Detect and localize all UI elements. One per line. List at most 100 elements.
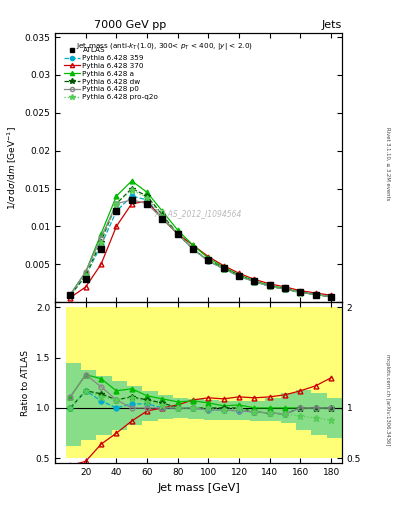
- ATLAS: [237, 272, 241, 279]
- Pythia 6.428 p0: [252, 279, 257, 285]
- Pythia 6.428 pro-q2o: [298, 290, 303, 296]
- Pythia 6.428 359: [83, 272, 88, 279]
- Pythia 6.428 359: [191, 246, 195, 252]
- Pythia 6.428 359: [129, 193, 134, 199]
- Legend: ATLAS, Pythia 6.428 359, Pythia 6.428 370, Pythia 6.428 a, Pythia 6.428 dw, Pyth: ATLAS, Pythia 6.428 359, Pythia 6.428 37…: [61, 45, 160, 102]
- Pythia 6.428 359: [298, 289, 303, 295]
- Pythia 6.428 359: [221, 266, 226, 272]
- Pythia 6.428 p0: [283, 286, 288, 292]
- ATLAS: [314, 291, 318, 297]
- Pythia 6.428 dw: [68, 292, 73, 298]
- Pythia 6.428 a: [206, 255, 211, 261]
- Pythia 6.428 dw: [314, 291, 318, 297]
- Pythia 6.428 a: [114, 193, 119, 199]
- Pythia 6.428 p0: [83, 269, 88, 275]
- Pythia 6.428 a: [221, 264, 226, 270]
- Pythia 6.428 359: [283, 286, 288, 292]
- Pythia 6.428 a: [191, 242, 195, 248]
- Pythia 6.428 pro-q2o: [237, 272, 241, 279]
- Pythia 6.428 370: [252, 276, 257, 283]
- Line: Pythia 6.428 370: Pythia 6.428 370: [68, 199, 334, 300]
- Pythia 6.428 pro-q2o: [160, 214, 165, 220]
- ATLAS: [99, 246, 103, 252]
- Y-axis label: $1/\sigma\,\mathrm{d}\sigma/\mathrm{d}m\;[\mathrm{GeV}^{-1}]$: $1/\sigma\,\mathrm{d}\sigma/\mathrm{d}m\…: [6, 126, 19, 209]
- Pythia 6.428 pro-q2o: [83, 272, 88, 279]
- Y-axis label: Ratio to ATLAS: Ratio to ATLAS: [21, 350, 30, 416]
- Pythia 6.428 pro-q2o: [268, 283, 272, 289]
- Line: Pythia 6.428 pro-q2o: Pythia 6.428 pro-q2o: [67, 187, 334, 300]
- Pythia 6.428 pro-q2o: [221, 266, 226, 272]
- Pythia 6.428 p0: [145, 201, 149, 207]
- Pythia 6.428 pro-q2o: [206, 258, 211, 264]
- Pythia 6.428 359: [252, 279, 257, 285]
- Pythia 6.428 p0: [206, 258, 211, 264]
- Pythia 6.428 dw: [83, 272, 88, 279]
- Pythia 6.428 pro-q2o: [252, 279, 257, 285]
- Pythia 6.428 370: [145, 198, 149, 204]
- ATLAS: [129, 197, 134, 203]
- Pythia 6.428 p0: [221, 266, 226, 272]
- Line: Pythia 6.428 a: Pythia 6.428 a: [68, 179, 334, 299]
- Text: Jet mass (anti-$k_T$(1.0), 300< $p_T$ < 400, $|y|$ < 2.0): Jet mass (anti-$k_T$(1.0), 300< $p_T$ < …: [75, 41, 252, 52]
- Pythia 6.428 370: [68, 294, 73, 301]
- Line: Pythia 6.428 dw: Pythia 6.428 dw: [67, 185, 334, 300]
- Pythia 6.428 359: [268, 283, 272, 289]
- Pythia 6.428 dw: [175, 231, 180, 237]
- Pythia 6.428 pro-q2o: [99, 240, 103, 246]
- Pythia 6.428 pro-q2o: [283, 286, 288, 292]
- Pythia 6.428 359: [145, 197, 149, 203]
- Pythia 6.428 359: [206, 258, 211, 264]
- Pythia 6.428 pro-q2o: [175, 231, 180, 237]
- Pythia 6.428 dw: [298, 289, 303, 295]
- Pythia 6.428 pro-q2o: [329, 294, 334, 300]
- Pythia 6.428 dw: [268, 283, 272, 289]
- Pythia 6.428 dw: [129, 185, 134, 191]
- Pythia 6.428 359: [160, 216, 165, 222]
- Pythia 6.428 a: [68, 291, 73, 297]
- Pythia 6.428 p0: [160, 216, 165, 222]
- ATLAS: [329, 294, 334, 300]
- Pythia 6.428 p0: [68, 291, 73, 297]
- Pythia 6.428 370: [160, 216, 165, 222]
- Pythia 6.428 a: [99, 231, 103, 237]
- Pythia 6.428 359: [329, 294, 334, 300]
- ATLAS: [83, 276, 88, 283]
- Pythia 6.428 dw: [221, 265, 226, 271]
- Text: Rivet 3.1.10, ≥ 3.2M events: Rivet 3.1.10, ≥ 3.2M events: [385, 127, 390, 201]
- Pythia 6.428 dw: [237, 272, 241, 279]
- ATLAS: [175, 231, 180, 237]
- Pythia 6.428 370: [268, 281, 272, 287]
- Pythia 6.428 dw: [206, 258, 211, 264]
- ATLAS: [145, 201, 149, 207]
- ATLAS: [114, 208, 119, 215]
- Pythia 6.428 370: [191, 242, 195, 248]
- Line: Pythia 6.428 359: Pythia 6.428 359: [68, 194, 334, 299]
- Text: mcplots.cern.ch [arXiv:1306.3436]: mcplots.cern.ch [arXiv:1306.3436]: [385, 354, 390, 445]
- Pythia 6.428 pro-q2o: [129, 187, 134, 193]
- ATLAS: [283, 285, 288, 291]
- Text: 7000 GeV pp: 7000 GeV pp: [94, 20, 166, 31]
- Pythia 6.428 pro-q2o: [314, 291, 318, 297]
- Line: Pythia 6.428 p0: Pythia 6.428 p0: [68, 198, 334, 299]
- Pythia 6.428 359: [314, 291, 318, 297]
- Pythia 6.428 dw: [99, 239, 103, 245]
- ATLAS: [206, 258, 211, 264]
- Pythia 6.428 a: [314, 291, 318, 297]
- Pythia 6.428 359: [114, 208, 119, 215]
- Pythia 6.428 a: [268, 282, 272, 288]
- Pythia 6.428 p0: [99, 234, 103, 241]
- Pythia 6.428 370: [283, 284, 288, 290]
- Pythia 6.428 p0: [329, 294, 334, 300]
- Pythia 6.428 dw: [252, 279, 257, 285]
- Pythia 6.428 359: [99, 242, 103, 248]
- Pythia 6.428 dw: [145, 193, 149, 199]
- Pythia 6.428 359: [175, 231, 180, 237]
- Pythia 6.428 370: [298, 288, 303, 294]
- Pythia 6.428 a: [252, 278, 257, 284]
- Pythia 6.428 a: [145, 189, 149, 196]
- Pythia 6.428 359: [68, 292, 73, 298]
- Pythia 6.428 pro-q2o: [145, 195, 149, 201]
- Pythia 6.428 pro-q2o: [191, 246, 195, 252]
- Text: Jets: Jets: [321, 20, 342, 31]
- Pythia 6.428 a: [83, 269, 88, 275]
